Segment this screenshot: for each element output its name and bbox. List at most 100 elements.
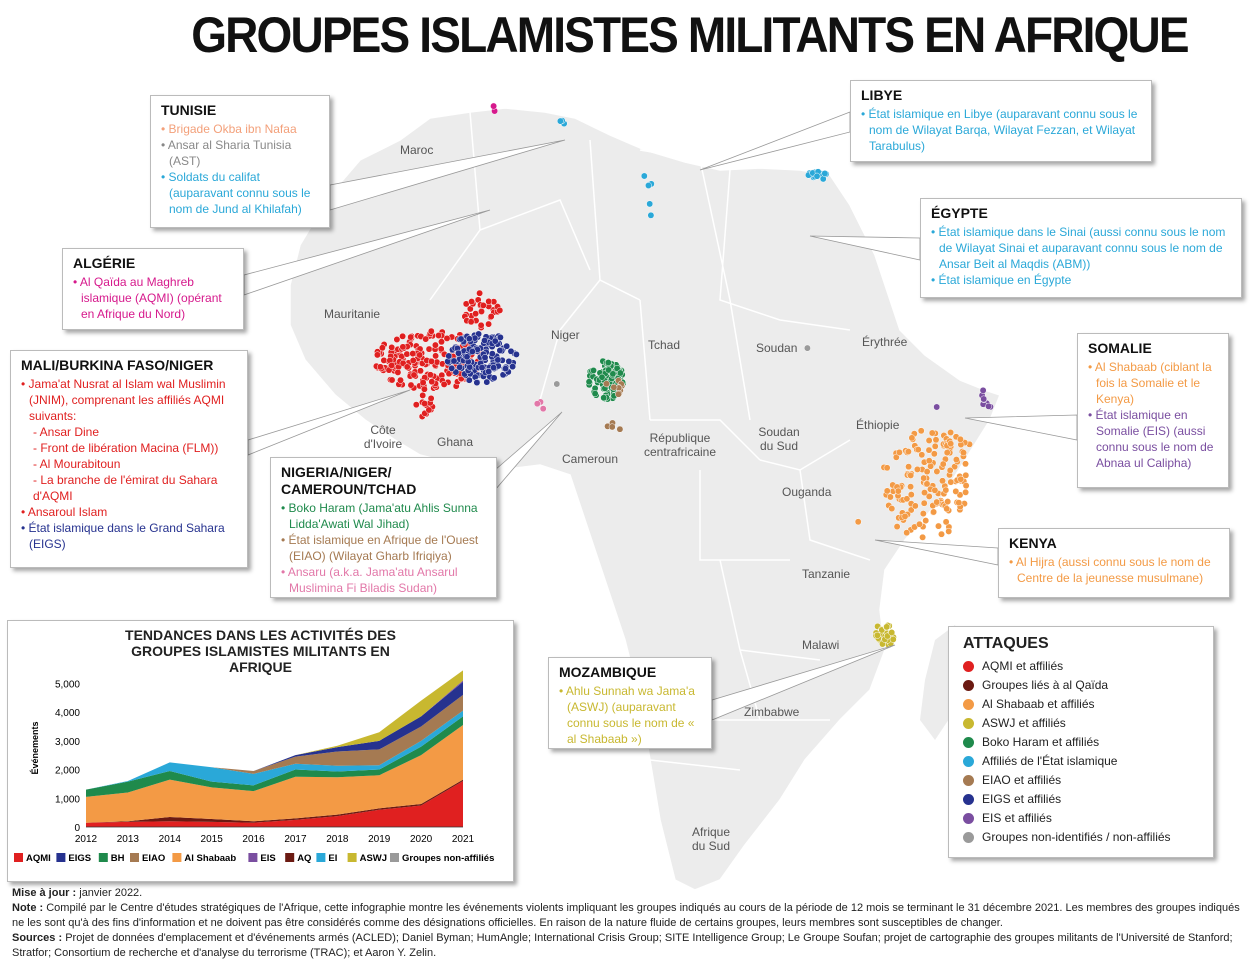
legend-item: Al Shabaab et affiliés bbox=[963, 695, 1199, 714]
attack-dot-eigs bbox=[456, 363, 464, 371]
label-erythree: Érythrée bbox=[862, 335, 908, 349]
group-item: • Ansaru (a.k.a. Jama'atu Ansarul Muslim… bbox=[281, 565, 458, 595]
x-tick-label: 2021 bbox=[452, 834, 475, 845]
attack-dot-shabaab bbox=[942, 518, 950, 526]
attack-dot-aqmi bbox=[468, 298, 476, 306]
group-item: • État islamique en Libye (auparavant co… bbox=[861, 107, 1138, 153]
attack-dot-eigs bbox=[450, 357, 458, 365]
attack-dot-eis bbox=[933, 403, 941, 411]
sources-line: Sources : Projet de données d'emplacemen… bbox=[12, 931, 1244, 961]
attack-dot-shabaab bbox=[888, 505, 896, 513]
label-rca: République centrafricaine bbox=[643, 431, 717, 459]
y-tick-label: 1,000 bbox=[55, 794, 80, 805]
attack-dot-shabaab bbox=[925, 446, 933, 454]
group-list: • Boko Haram (Jama'atu Ahlis Sunna Lidda… bbox=[281, 500, 486, 596]
attack-dot-shabaab bbox=[932, 436, 940, 444]
label-maroc: Maroc bbox=[400, 143, 434, 157]
attack-dot-shabaab bbox=[928, 429, 936, 437]
attack-dot-eigs bbox=[507, 347, 515, 355]
attack-dot-eigs bbox=[478, 364, 486, 372]
note-text: Compilé par le Centre d'études stratégiq… bbox=[12, 902, 1240, 929]
legend-item: Groupes liés à al Qaïda bbox=[963, 676, 1199, 695]
label-ethiopie: Éthiopie bbox=[856, 418, 900, 432]
legend-label: EIS et affiliés bbox=[982, 811, 1052, 825]
attack-dot-shabaab bbox=[962, 460, 969, 468]
attack-dot-shabaab bbox=[917, 427, 925, 435]
group-item: • Boko Haram (Jama'atu Ahlis Sunna Lidda… bbox=[281, 501, 478, 531]
box-kenya: KENYA • Al Hijra (aussi connu sous le no… bbox=[998, 528, 1230, 598]
pointer-kenya bbox=[874, 539, 999, 566]
attack-dot-eigs bbox=[488, 350, 496, 358]
attack-dot-aqmi bbox=[421, 400, 429, 408]
box-libye: LIBYE • État islamique en Libye (auparav… bbox=[850, 80, 1152, 162]
chart-legend-label: EIS bbox=[260, 853, 275, 864]
attack-dot-aqmi bbox=[388, 361, 396, 369]
attack-dot-shabaab bbox=[905, 463, 913, 471]
box-heading: MOZAMBIQUE bbox=[559, 664, 657, 680]
chart-legend-swatch bbox=[130, 853, 139, 862]
attack-dot-aqmi bbox=[425, 406, 433, 414]
attack-dot-aqmi bbox=[399, 332, 407, 340]
attack-dot-shabaab bbox=[907, 506, 915, 514]
attack-dot-aqmi bbox=[428, 357, 435, 365]
chart-legend-swatch bbox=[98, 853, 108, 862]
attack-dot-shabaab bbox=[907, 483, 915, 491]
legend-label: Al Shabaab et affiliés bbox=[982, 697, 1095, 711]
attack-dot-bh bbox=[590, 367, 597, 374]
attack-dot-eigs bbox=[455, 349, 462, 357]
chart-legend-label: EIGS bbox=[68, 853, 91, 864]
attack-dot-eiao bbox=[616, 425, 624, 433]
attack-dot-aqmi bbox=[419, 391, 427, 399]
attack-dot-shabaab bbox=[895, 448, 903, 456]
y-axis-label: Événements bbox=[30, 721, 40, 774]
pointer-egypte bbox=[809, 235, 921, 261]
attack-dot-eiao bbox=[603, 380, 610, 388]
legend-dot-icon bbox=[963, 699, 974, 710]
group-list: • État islamique dans le Sinai (aussi co… bbox=[931, 224, 1231, 288]
attack-dot-bh bbox=[609, 370, 617, 378]
chart-legend-swatch bbox=[172, 853, 182, 862]
attack-dot-shabaab bbox=[919, 510, 927, 518]
attack-dot-shabaab bbox=[886, 493, 894, 501]
attack-dot-ei bbox=[647, 211, 655, 219]
legend-label: ASWJ et affiliés bbox=[982, 716, 1066, 730]
legend-rows: AQMI et affiliés Groupes liés à al Qaïda A… bbox=[963, 657, 1199, 847]
legend-item: Affiliés de l'État islamique bbox=[963, 752, 1199, 771]
chart-legend-swatch bbox=[285, 853, 295, 862]
attack-dot-aqmi bbox=[487, 313, 495, 320]
legend-heading: ATTAQUES bbox=[963, 635, 1049, 652]
legend-item: AQMI et affiliés bbox=[963, 657, 1199, 676]
legend-dot-icon bbox=[963, 813, 974, 824]
attack-dot-aqmi bbox=[467, 318, 475, 326]
attack-dot-shabaab bbox=[933, 498, 941, 506]
series-area-3 bbox=[86, 716, 463, 797]
legend-dot-icon bbox=[963, 718, 974, 729]
series-area-4 bbox=[86, 710, 463, 790]
group-item: • État islamique dans le Grand Sahara (E… bbox=[21, 521, 225, 551]
attack-dot-shabaab bbox=[930, 450, 938, 458]
attack-dot-aqmi bbox=[440, 380, 448, 388]
chart-title: TENDANCES DANS LES ACTIVITÉS DES GROUPES… bbox=[125, 627, 396, 675]
sources-label: Sources : bbox=[12, 932, 63, 944]
attack-dot-shabaab bbox=[962, 482, 970, 490]
attack-dot-shabaab bbox=[913, 465, 921, 473]
attack-dot-shabaab bbox=[939, 477, 946, 485]
label-ghana: Ghana bbox=[437, 435, 474, 449]
attack-dot-aqmi bbox=[407, 381, 415, 389]
group-list: • Al Qaïda au Maghreb islamique (AQMI) (… bbox=[73, 274, 233, 322]
group-item: - Al Mourabitoun bbox=[33, 457, 121, 471]
box-heading: SOMALIE bbox=[1088, 340, 1152, 356]
sources-text: Projet de données d'emplacement et d'évé… bbox=[12, 932, 1233, 959]
legend-dot-icon bbox=[963, 680, 974, 691]
attack-dot-aqmi bbox=[485, 297, 493, 305]
x-tick-label: 2020 bbox=[410, 834, 433, 845]
attack-dot-aqmi bbox=[397, 376, 404, 384]
legend-item: EIS et affiliés bbox=[963, 809, 1199, 828]
attack-dot-shabaab bbox=[892, 453, 900, 461]
attack-dot-eigs bbox=[465, 335, 473, 343]
attack-dot-eis bbox=[985, 402, 993, 410]
attack-dot-shabaab bbox=[952, 487, 960, 495]
attack-dot-shabaab bbox=[854, 518, 862, 526]
attack-dot-aqmi-north bbox=[490, 102, 498, 110]
attack-dot-eigs bbox=[473, 379, 481, 387]
